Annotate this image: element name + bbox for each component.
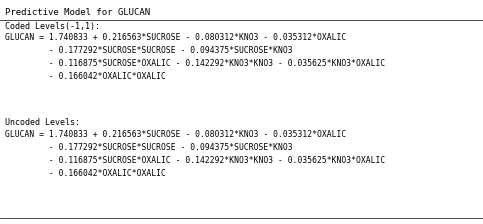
Text: GLUCAN = 1.740833 + 0.216563*SUCROSE - 0.080312*KNO3 - 0.035312*OXALIC: GLUCAN = 1.740833 + 0.216563*SUCROSE - 0… xyxy=(5,33,346,42)
Text: - 0.116875*SUCROSE*OXALIC - 0.142292*KNO3*KNO3 - 0.035625*KNO3*OXALIC: - 0.116875*SUCROSE*OXALIC - 0.142292*KNO… xyxy=(5,156,385,165)
Text: Uncoded Levels:: Uncoded Levels: xyxy=(5,118,80,127)
Text: Coded Levels(-1,1):: Coded Levels(-1,1): xyxy=(5,22,100,31)
Text: - 0.166042*OXALIC*OXALIC: - 0.166042*OXALIC*OXALIC xyxy=(5,72,166,81)
Text: GLUCAN = 1.740833 + 0.216563*SUCROSE - 0.080312*KNO3 - 0.035312*OXALIC: GLUCAN = 1.740833 + 0.216563*SUCROSE - 0… xyxy=(5,130,346,139)
Text: Predictive Model for GLUCAN: Predictive Model for GLUCAN xyxy=(5,8,150,17)
Text: - 0.177292*SUCROSE*SUCROSE - 0.094375*SUCROSE*KNO3: - 0.177292*SUCROSE*SUCROSE - 0.094375*SU… xyxy=(5,46,293,55)
Text: - 0.166042*OXALIC*OXALIC: - 0.166042*OXALIC*OXALIC xyxy=(5,169,166,178)
Text: - 0.177292*SUCROSE*SUCROSE - 0.094375*SUCROSE*KNO3: - 0.177292*SUCROSE*SUCROSE - 0.094375*SU… xyxy=(5,143,293,152)
Text: - 0.116875*SUCROSE*OXALIC - 0.142292*KNO3*KNO3 - 0.035625*KNO3*OXALIC: - 0.116875*SUCROSE*OXALIC - 0.142292*KNO… xyxy=(5,59,385,68)
